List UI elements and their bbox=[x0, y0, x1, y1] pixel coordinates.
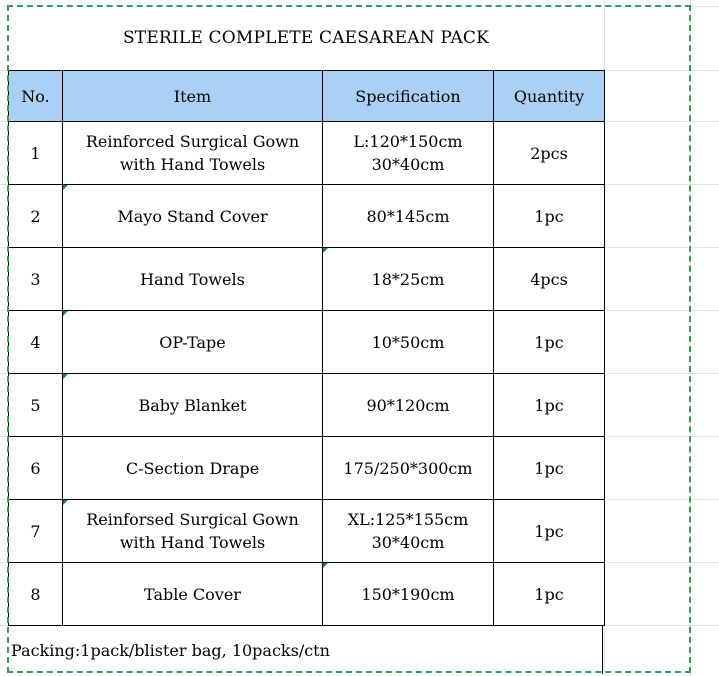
row-number-cell[interactable]: 5 bbox=[8, 373, 63, 437]
comment-marker-icon bbox=[63, 374, 68, 379]
table-row: 2 Mayo Stand Cover 80*145cm 1pc bbox=[8, 184, 605, 248]
header-quantity[interactable]: Quantity bbox=[493, 70, 605, 122]
spec-line: 175/250*300cm bbox=[343, 458, 473, 478]
spec-cell[interactable]: 10*50cm bbox=[322, 310, 494, 374]
item-cell[interactable]: Mayo Stand Cover bbox=[62, 184, 323, 248]
item-line: Reinforced Surgical Gown bbox=[85, 132, 300, 151]
row-number-cell[interactable]: 7 bbox=[8, 499, 63, 563]
table-row: 6 C-Section Drape 175/250*300cm 1pc bbox=[8, 436, 605, 500]
spec-line: 30*40cm bbox=[371, 155, 445, 174]
comment-marker-icon bbox=[63, 185, 68, 190]
item-line: C-Section Drape bbox=[125, 458, 260, 478]
item-cell[interactable]: Reinforced Surgical Gown with Hand Towels bbox=[62, 121, 323, 185]
header-specification[interactable]: Specification bbox=[322, 70, 494, 122]
item-line: Hand Towels bbox=[140, 269, 245, 289]
comment-marker-icon bbox=[323, 563, 328, 568]
sheet-title[interactable]: STERILE COMPLETE CAESAREAN PACK bbox=[8, 6, 604, 70]
row-number-cell[interactable]: 2 bbox=[8, 184, 63, 248]
spec-cell[interactable]: 150*190cm bbox=[322, 562, 494, 626]
row-number-cell[interactable]: 8 bbox=[8, 562, 63, 626]
spec-line: XL:125*155cm bbox=[347, 510, 469, 529]
item-line: with Hand Towels bbox=[119, 155, 266, 174]
quantity-cell[interactable]: 1pc bbox=[493, 184, 605, 248]
quantity-cell[interactable]: 1pc bbox=[493, 373, 605, 437]
row-number-cell[interactable]: 3 bbox=[8, 247, 63, 311]
header-row: No. Item Specification Quantity bbox=[8, 70, 605, 122]
quantity-cell[interactable]: 1pc bbox=[493, 562, 605, 626]
table-row: 7 Reinforsed Surgical Gown with Hand Towe… bbox=[8, 499, 605, 563]
quantity-cell[interactable]: 2pcs bbox=[493, 121, 605, 185]
item-line: OP-Tape bbox=[159, 332, 226, 352]
spec-cell[interactable]: XL:125*155cm 30*40cm bbox=[322, 499, 494, 563]
item-cell[interactable]: Reinforsed Surgical Gown with Hand Towels bbox=[62, 499, 323, 563]
quantity-cell[interactable]: 1pc bbox=[493, 436, 605, 500]
spec-line: 10*50cm bbox=[371, 332, 445, 352]
item-cell[interactable]: Hand Towels bbox=[62, 247, 323, 311]
row-number-cell[interactable]: 1 bbox=[8, 121, 63, 185]
spec-line: L:120*150cm bbox=[353, 132, 463, 151]
spec-line: 150*190cm bbox=[361, 584, 455, 604]
header-no[interactable]: No. bbox=[8, 70, 63, 122]
spec-cell[interactable]: 90*120cm bbox=[322, 373, 494, 437]
item-cell[interactable]: OP-Tape bbox=[62, 310, 323, 374]
item-cell[interactable]: Table Cover bbox=[62, 562, 323, 626]
item-line: Table Cover bbox=[144, 584, 241, 604]
packing-note[interactable]: Packing:1pack/blister bag, 10packs/ctn bbox=[8, 626, 603, 674]
quantity-cell[interactable]: 1pc bbox=[493, 499, 605, 563]
item-line: Mayo Stand Cover bbox=[117, 206, 268, 226]
spec-line: 90*120cm bbox=[366, 395, 450, 415]
item-cell[interactable]: C-Section Drape bbox=[62, 436, 323, 500]
spec-line: 18*25cm bbox=[371, 269, 445, 289]
spec-line: 80*145cm bbox=[366, 206, 450, 226]
comment-marker-icon bbox=[63, 311, 68, 316]
contents-table: No. Item Specification Quantity 1 Reinfo… bbox=[8, 70, 605, 626]
header-item[interactable]: Item bbox=[62, 70, 323, 122]
spec-cell[interactable]: 18*25cm bbox=[322, 247, 494, 311]
quantity-cell[interactable]: 1pc bbox=[493, 310, 605, 374]
item-line: Baby Blanket bbox=[138, 395, 247, 415]
spec-cell[interactable]: L:120*150cm 30*40cm bbox=[322, 121, 494, 185]
spec-cell[interactable]: 80*145cm bbox=[322, 184, 494, 248]
spec-cell[interactable]: 175/250*300cm bbox=[322, 436, 494, 500]
row-number-cell[interactable]: 4 bbox=[8, 310, 63, 374]
spec-line: 30*40cm bbox=[371, 533, 445, 552]
table-row: 4 OP-Tape 10*50cm 1pc bbox=[8, 310, 605, 374]
item-cell[interactable]: Baby Blanket bbox=[62, 373, 323, 437]
table-row: 1 Reinforced Surgical Gown with Hand Towe… bbox=[8, 121, 605, 185]
item-line: with Hand Towels bbox=[119, 533, 266, 552]
comment-marker-icon bbox=[63, 500, 68, 505]
table-row: 3 Hand Towels 18*25cm 4pcs bbox=[8, 247, 605, 311]
row-number-cell[interactable]: 6 bbox=[8, 436, 63, 500]
table-row: 8 Table Cover 150*190cm 1pc bbox=[8, 562, 605, 626]
table-row: 5 Baby Blanket 90*120cm 1pc bbox=[8, 373, 605, 437]
comment-marker-icon bbox=[323, 248, 328, 253]
quantity-cell[interactable]: 4pcs bbox=[493, 247, 605, 311]
item-line: Reinforsed Surgical Gown bbox=[86, 510, 299, 529]
